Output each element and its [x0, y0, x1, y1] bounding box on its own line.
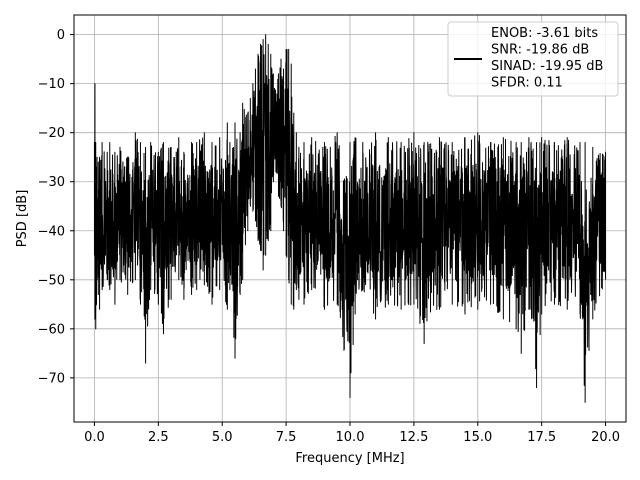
- legend: ENOB: -3.61 bits SNR: -19.86 dB SINAD: -19…: [447, 21, 619, 97]
- y-tick-label: −70: [38, 371, 65, 386]
- y-tick-label: −30: [38, 175, 65, 190]
- x-tick-label: 5.0: [212, 430, 233, 445]
- y-tick-label: −20: [38, 126, 65, 141]
- x-tick-label: 7.5: [276, 430, 297, 445]
- x-tick-label: 20.0: [591, 430, 620, 445]
- psd-series-line: [93, 34, 607, 403]
- y-tick-label: 0: [57, 28, 65, 43]
- x-tick-label: 15.0: [463, 430, 492, 445]
- x-tick-label: 12.5: [399, 430, 428, 445]
- x-axis-label: Frequency [MHz]: [295, 451, 404, 466]
- x-tick-label: 10.0: [336, 430, 365, 445]
- y-tick-label: −10: [38, 77, 65, 92]
- legend-line-text: SNR: -19.86 dB: [491, 43, 589, 58]
- ticks: 0.0 2.5 5.0 7.5 10.0 12.5 15.0 17.5 20.0 0 −10 −20 −…: [38, 28, 620, 445]
- legend-line-text: SFDR: 0.11: [491, 76, 563, 91]
- y-tick-label: −50: [38, 273, 65, 288]
- y-tick-label: −40: [38, 224, 65, 239]
- y-tick-label: −60: [38, 322, 65, 337]
- legend-line-text: SINAD: -19.95 dB: [491, 59, 603, 74]
- legend-box: [447, 21, 619, 97]
- x-tick-label: 2.5: [148, 430, 169, 445]
- x-tick-label: 17.5: [527, 430, 556, 445]
- plot-area: [93, 34, 607, 403]
- y-axis-label: PSD [dB]: [15, 190, 30, 248]
- legend-line-text: ENOB: -3.61 bits: [491, 26, 598, 41]
- legend-series-label: ENOB: -3.61 bits SNR: -19.86 dB SINAD: -19…: [491, 26, 603, 91]
- x-tick-label: 0.0: [84, 430, 105, 445]
